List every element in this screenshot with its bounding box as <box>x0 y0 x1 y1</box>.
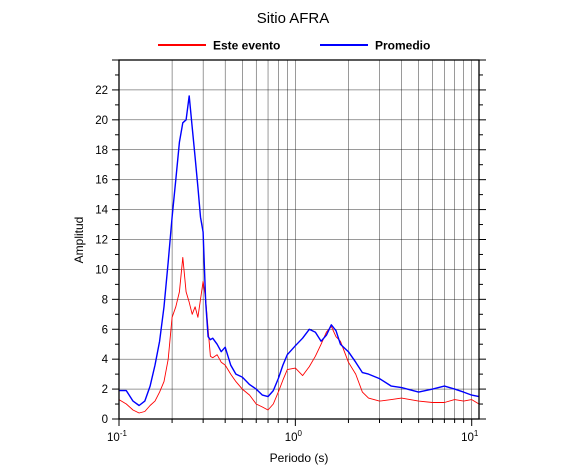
y-tick-label: 0 <box>102 414 108 426</box>
y-tick-label: 4 <box>102 354 109 366</box>
y-tick-label: 14 <box>95 205 108 217</box>
plot-frame <box>118 59 480 420</box>
y-tick-label: 12 <box>95 235 108 247</box>
y-tick-label: 10 <box>95 264 108 276</box>
y-tick-label: 22 <box>95 85 108 97</box>
legend: Este evento Promedio <box>158 39 430 53</box>
y-tick-label: 18 <box>95 145 108 157</box>
series-line-este-evento <box>118 256 480 414</box>
ticks: 0 2 4 6 8 10 12 14 16 18 20 22 10-1 100 101 <box>95 59 486 444</box>
legend-label-este-evento: Este evento <box>213 39 280 53</box>
x-tick-label: 10-1 <box>107 429 127 444</box>
y-tick-label: 2 <box>102 384 108 396</box>
y-tick-label: 6 <box>102 324 108 336</box>
y-tick-label: 16 <box>95 175 108 187</box>
series-line-promedio <box>119 95 480 407</box>
y-axis-label: Amplitud <box>72 217 86 264</box>
grid <box>118 59 479 420</box>
y-tick-label: 8 <box>102 294 108 306</box>
x-axis-label: Periodo (s) <box>270 451 329 465</box>
chart-title: Sitio AFRA <box>257 10 330 27</box>
legend-label-promedio: Promedio <box>375 39 430 53</box>
y-tick-label: 20 <box>95 115 108 127</box>
x-tick-label: 101 <box>461 429 479 444</box>
series-group <box>118 95 480 414</box>
x-tick-label: 100 <box>285 429 303 444</box>
